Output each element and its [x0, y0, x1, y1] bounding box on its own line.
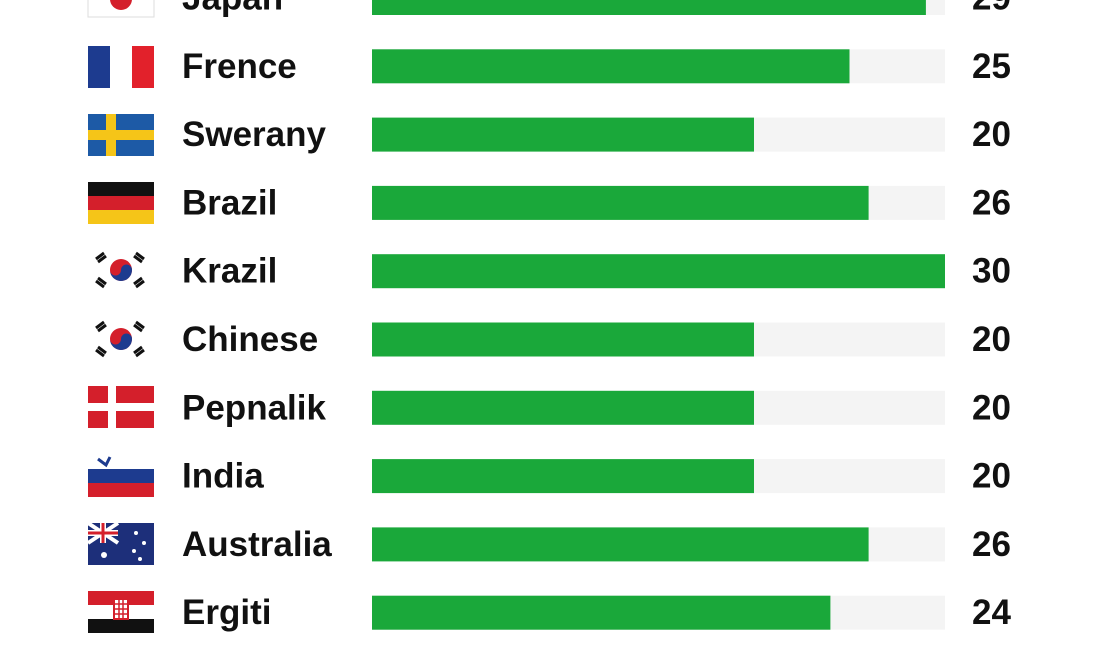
- category-label: Brazil: [182, 183, 277, 222]
- flag: [88, 182, 154, 224]
- bar: [372, 390, 754, 425]
- value-label: 20: [972, 457, 1011, 496]
- category-label: Frence: [182, 47, 297, 86]
- bar: [372, 117, 754, 152]
- category-label: Pepnalik: [182, 388, 326, 427]
- category-label: Japan: [182, 0, 283, 18]
- category-label: India: [182, 457, 264, 496]
- value-label: 26: [972, 525, 1011, 564]
- flag: [87, 0, 155, 18]
- flag: [88, 249, 154, 291]
- bar: [372, 254, 945, 289]
- flag: [86, 521, 154, 565]
- flag: [88, 46, 154, 88]
- flag: [88, 386, 154, 428]
- value-label: 24: [972, 593, 1011, 632]
- category-label: Krazil: [182, 252, 277, 291]
- category-label: Chinese: [182, 320, 318, 359]
- bar: [372, 322, 754, 357]
- value-label: 26: [972, 183, 1011, 222]
- bar: [372, 595, 831, 630]
- bar: [372, 0, 926, 15]
- flag: [88, 591, 154, 633]
- bar: [372, 185, 869, 220]
- category-label: Ergiti: [182, 593, 271, 632]
- category-label: Swerany: [182, 115, 326, 154]
- bar: [372, 527, 869, 562]
- flag: [88, 455, 154, 497]
- bar: [372, 459, 754, 494]
- value-label: 30: [972, 252, 1011, 291]
- flags: [86, 0, 155, 633]
- bar: [372, 49, 850, 84]
- value-label: 20: [972, 388, 1011, 427]
- value-label: 20: [972, 320, 1011, 359]
- value-label: 25: [972, 47, 1011, 86]
- value-label: 20: [972, 115, 1011, 154]
- value-label: 29: [972, 0, 1011, 18]
- flag: [88, 318, 154, 360]
- flag: [88, 114, 154, 156]
- category-label: Australia: [182, 525, 332, 564]
